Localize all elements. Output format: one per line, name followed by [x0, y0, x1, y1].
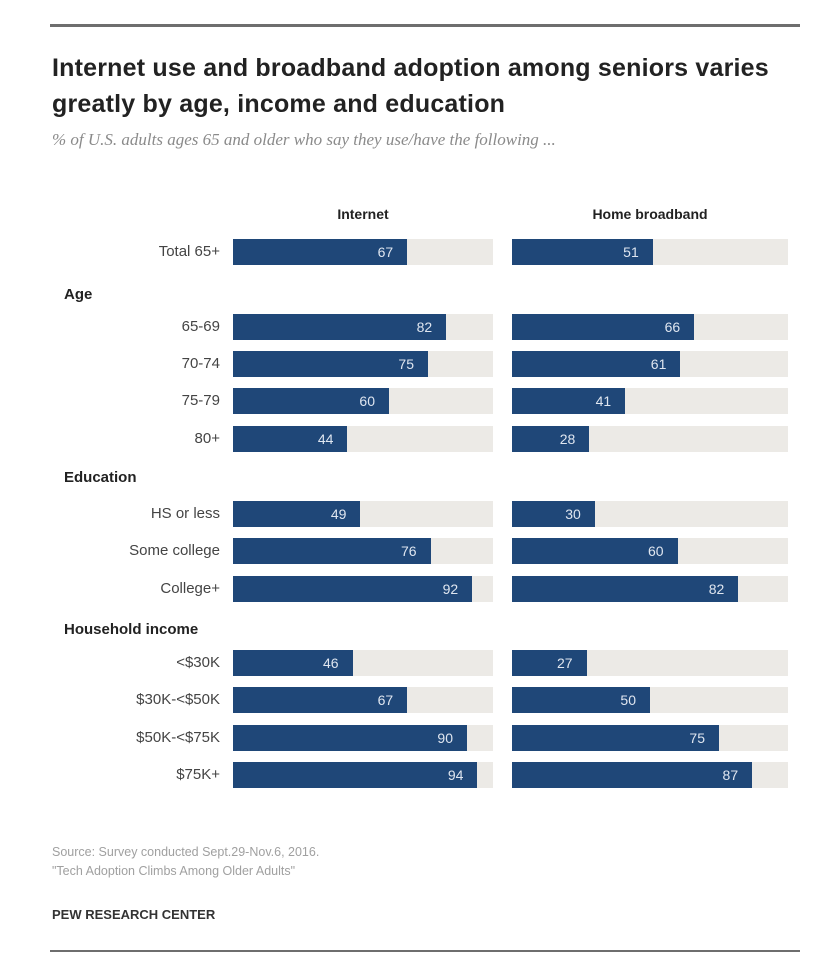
bar-internet — [233, 426, 348, 452]
data-label: 41 — [595, 393, 612, 409]
bar-internet — [233, 687, 408, 713]
bar-track: 30 — [512, 501, 788, 527]
bar-internet — [233, 576, 473, 602]
bar-track: 82 — [512, 576, 788, 602]
bar-track: 27 — [512, 650, 788, 676]
data-label: 90 — [437, 730, 453, 746]
bar-track: 82 — [233, 314, 493, 340]
bar-track: 41 — [512, 388, 788, 414]
bar-broadband — [512, 538, 678, 564]
chart-subtitle: % of U.S. adults ages 65 and older who s… — [52, 130, 556, 149]
category-label: $50K-<$75K — [136, 729, 220, 746]
bar-broadband — [512, 687, 650, 713]
column-header-internet: Internet — [337, 206, 389, 222]
bar-broadband — [512, 426, 590, 452]
source-note: Source: Survey conducted Sept.29-Nov.6, … — [52, 845, 320, 859]
bar-track: 46 — [233, 650, 493, 676]
group-label: Age — [64, 286, 93, 303]
category-label: $75K+ — [176, 766, 220, 783]
data-label: 76 — [401, 543, 417, 559]
category-label: 65-69 — [181, 318, 220, 335]
bar-track: 90 — [233, 725, 493, 751]
bar-track: 44 — [233, 426, 493, 452]
data-label: 67 — [377, 244, 394, 260]
column-header-home-broadband: Home broadband — [592, 206, 708, 222]
category-label: <$30K — [176, 654, 220, 671]
data-label: 87 — [722, 767, 739, 783]
data-label: 66 — [664, 319, 681, 335]
data-label: 92 — [442, 581, 459, 597]
chart-title: Internet use and broadband adoption amon… — [52, 54, 769, 118]
bar-track: 67 — [233, 239, 493, 265]
data-label: 46 — [323, 655, 339, 671]
bar-broadband — [512, 650, 587, 676]
bar-track: 76 — [233, 538, 493, 564]
bar-track: 60 — [512, 538, 788, 564]
top-rule — [50, 24, 800, 27]
data-label: 51 — [623, 244, 639, 260]
data-label: 75 — [689, 730, 705, 746]
bar-broadband — [512, 725, 719, 751]
bar-internet — [233, 538, 431, 564]
data-label: 82 — [416, 319, 433, 335]
category-label: $30K-<$50K — [136, 691, 220, 708]
bar-internet — [233, 501, 361, 527]
category-label: 75-79 — [181, 392, 220, 409]
bar-track: 67 — [233, 687, 493, 713]
bar-internet — [233, 351, 428, 377]
data-label: 28 — [559, 431, 576, 447]
bar-track: 50 — [512, 687, 788, 713]
data-label: 82 — [708, 581, 725, 597]
category-label: Total 65+ — [158, 243, 220, 260]
bar-track: 60 — [233, 388, 493, 414]
bar-broadband — [512, 388, 626, 414]
data-label: 67 — [377, 692, 394, 708]
group-label: Household income — [64, 621, 199, 638]
category-label: 70-74 — [181, 355, 220, 372]
bar-track: 94 — [233, 762, 493, 788]
category-label: Some college — [129, 542, 220, 559]
data-label: 60 — [648, 543, 664, 559]
bar-track: 51 — [512, 239, 788, 265]
bar-broadband — [512, 314, 695, 340]
category-label: College+ — [160, 580, 220, 597]
bar-broadband — [512, 351, 681, 377]
data-label: 75 — [398, 356, 414, 372]
report-title: "Tech Adoption Climbs Among Older Adults… — [52, 864, 296, 878]
data-label: 94 — [447, 767, 464, 783]
category-label: 80+ — [194, 430, 220, 447]
bar-track: 92 — [233, 576, 493, 602]
bar-track: 28 — [512, 426, 788, 452]
bottom-rule — [50, 950, 800, 952]
bar-internet — [233, 388, 389, 414]
bar-internet — [233, 650, 353, 676]
bar-track: 61 — [512, 351, 788, 377]
bar-broadband — [512, 576, 739, 602]
category-label: HS or less — [150, 505, 220, 522]
data-label: 49 — [330, 506, 347, 522]
bar-internet — [233, 314, 447, 340]
org-name: PEW RESEARCH CENTER — [52, 907, 216, 922]
bar-internet — [233, 762, 478, 788]
bar-track: 49 — [233, 501, 493, 527]
data-label: 44 — [317, 431, 334, 447]
data-label: 27 — [556, 655, 573, 671]
bar-broadband — [512, 239, 653, 265]
data-label: 30 — [565, 506, 581, 522]
bar-track: 75 — [512, 725, 788, 751]
bar-broadband — [512, 762, 753, 788]
data-label: 60 — [359, 393, 375, 409]
bar-broadband — [512, 501, 595, 527]
bar-internet — [233, 725, 467, 751]
data-label: 50 — [620, 692, 636, 708]
group-label: Education — [64, 469, 137, 486]
data-label: 61 — [650, 356, 667, 372]
bar-track: 87 — [512, 762, 788, 788]
bar-track: 66 — [512, 314, 788, 340]
bar-track: 75 — [233, 351, 493, 377]
bar-internet — [233, 239, 408, 265]
